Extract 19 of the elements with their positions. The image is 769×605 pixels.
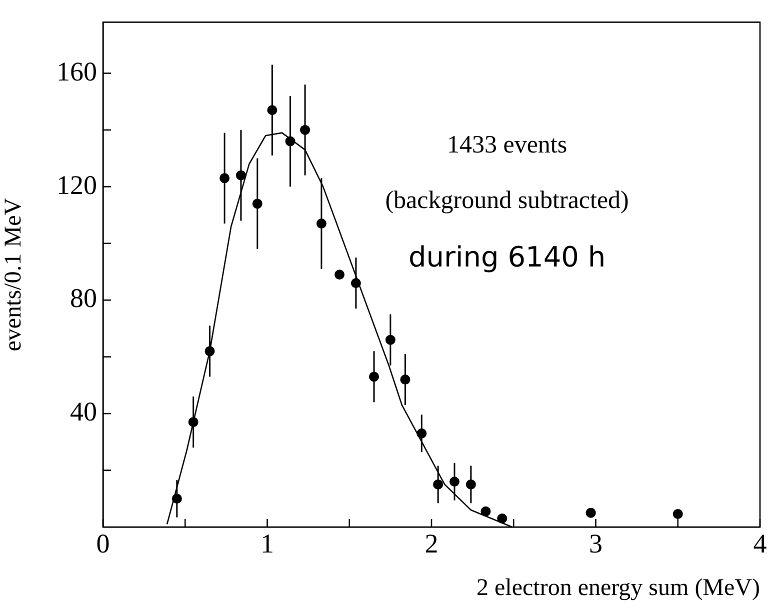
x-tick-label: 1 (260, 528, 274, 558)
y-axis-title: events/0.1 MeV (0, 197, 27, 352)
y-tick-label: 40 (70, 396, 97, 427)
x-tick-label: 2 (424, 528, 438, 558)
annotation: (background subtracted) (385, 186, 629, 214)
point (672, 508, 683, 519)
annotation: 1433 events (446, 131, 568, 158)
x-axis-title: 2 electron energy sum (MeV) (476, 574, 760, 601)
point (334, 270, 345, 280)
y-tick-label: 80 (70, 283, 97, 314)
x-tick-label: 4 (753, 528, 768, 558)
annotation: during 6140 h (408, 240, 606, 274)
y-tick-label: 160 (56, 56, 97, 86)
point (480, 506, 491, 516)
point (586, 508, 596, 518)
point (497, 513, 508, 524)
y-tick-label: 120 (56, 170, 97, 200)
x-tick-label: 0 (96, 528, 110, 558)
x-tick-label: 3 (589, 528, 602, 558)
